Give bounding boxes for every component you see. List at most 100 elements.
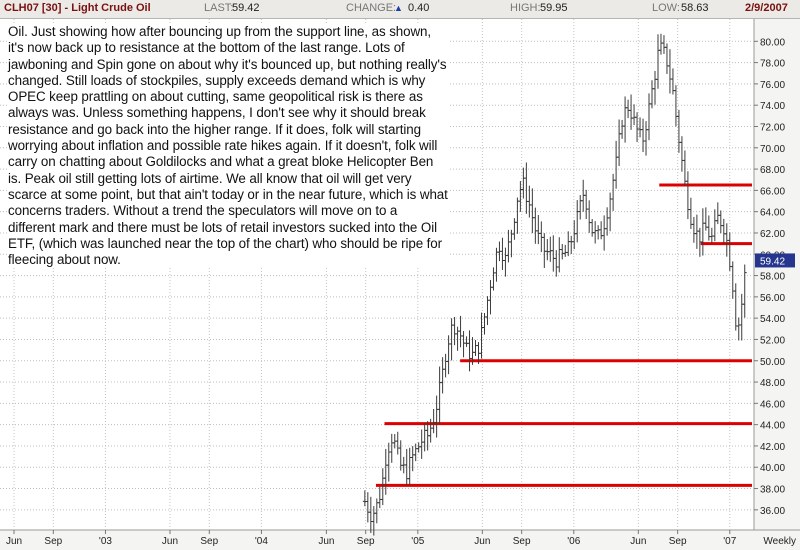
y-tick-label: 64.00 [760, 208, 785, 219]
price-bar [398, 440, 403, 471]
price-bar [602, 215, 607, 251]
price-bar [551, 235, 556, 272]
price-bar [575, 200, 580, 243]
high-value: 59.95 [540, 2, 568, 14]
x-tick-label: '05 [411, 536, 424, 547]
price-bar [652, 70, 657, 105]
price-bar [527, 185, 532, 218]
price-bar [664, 43, 669, 74]
price-bar [491, 267, 496, 291]
price-bar [623, 96, 628, 143]
price-bar [452, 316, 457, 346]
high-label: HIGH: [510, 2, 541, 14]
price-bar [422, 422, 427, 452]
price-bar [658, 33, 663, 55]
price-bars [362, 33, 747, 536]
y-axis-panel [754, 19, 800, 530]
price-bar [467, 330, 472, 372]
price-bar [446, 335, 451, 375]
y-tick-label: 56.00 [760, 293, 785, 304]
price-bar [458, 315, 463, 348]
chart-date: 2/9/2007 [745, 2, 788, 14]
price-bar [503, 247, 508, 277]
price-bar [524, 162, 529, 214]
price-bar [515, 197, 520, 234]
price-bar [661, 35, 666, 54]
price-bar [733, 283, 738, 331]
price-bar [554, 250, 559, 277]
y-tick-label: 36.00 [760, 506, 785, 517]
y-tick-label: 48.00 [760, 378, 785, 389]
price-bar [605, 207, 610, 236]
y-tick-label: 78.00 [760, 59, 785, 70]
price-bar [700, 208, 705, 256]
price-bar [563, 244, 568, 257]
x-tick-label: Jun [630, 536, 646, 547]
price-bar [626, 99, 631, 119]
y-tick-label: 68.00 [760, 165, 785, 176]
x-tick-label: Jun [162, 536, 178, 547]
chart-grid [0, 19, 800, 550]
price-bar [536, 214, 541, 245]
x-tick-label: Sep [44, 536, 62, 547]
price-bar [676, 109, 681, 153]
price-bar [590, 219, 595, 237]
price-bar [512, 218, 517, 240]
price-bar [482, 313, 487, 335]
y-tick-label: 58.00 [760, 272, 785, 283]
x-tick-label: '06 [567, 536, 580, 547]
price-bar [560, 244, 565, 260]
price-bar [377, 486, 382, 509]
price-bar [611, 173, 616, 211]
price-bar [742, 264, 747, 318]
price-bar [614, 140, 619, 189]
y-tick-label: 74.00 [760, 101, 785, 112]
x-tick-label: '04 [255, 536, 268, 547]
low-value: 58.63 [681, 2, 709, 14]
price-bar [679, 136, 684, 172]
x-tick-label: Sep [513, 536, 531, 547]
price-bar [608, 192, 613, 232]
y-tick-label: 50.00 [760, 357, 785, 368]
price-bar [548, 236, 553, 262]
price-bar [443, 353, 448, 378]
price-bar [712, 209, 717, 242]
triangle-up-icon: ▲ [394, 3, 403, 13]
period-label: Weekly [763, 536, 796, 547]
low-label: LOW: [652, 2, 680, 14]
price-bar [440, 357, 445, 394]
x-tick-label: '07 [723, 536, 736, 547]
price-bar [494, 247, 499, 282]
price-bar [572, 220, 577, 250]
x-axis-panel [0, 530, 800, 550]
price-bar [587, 200, 592, 233]
price-bar [730, 261, 735, 299]
last-value: 59.42 [232, 2, 260, 14]
price-bar [655, 34, 660, 89]
price-bar [736, 317, 741, 341]
x-tick-label: '03 [99, 536, 112, 547]
price-bar [386, 442, 391, 482]
price-bar [682, 150, 687, 186]
y-tick-label: 80.00 [760, 37, 785, 48]
price-bar [368, 496, 373, 533]
support-resistance-lines [375, 183, 752, 487]
price-bar [566, 231, 571, 257]
price-bar [395, 431, 400, 455]
y-tick-label: 42.00 [760, 442, 785, 453]
price-bar [557, 237, 562, 273]
y-tick-label: 52.00 [760, 335, 785, 346]
price-bar [718, 210, 723, 234]
price-bar [584, 189, 589, 219]
price-bar [374, 498, 379, 524]
price-bar [641, 118, 646, 153]
x-tick-label: Sep [669, 536, 687, 547]
price-bar [539, 221, 544, 253]
price-bar [593, 221, 598, 244]
y-tick-label: 70.00 [760, 144, 785, 155]
price-bar [721, 218, 726, 244]
price-bar [617, 119, 622, 167]
price-bar [461, 331, 466, 358]
price-bar [596, 225, 601, 240]
